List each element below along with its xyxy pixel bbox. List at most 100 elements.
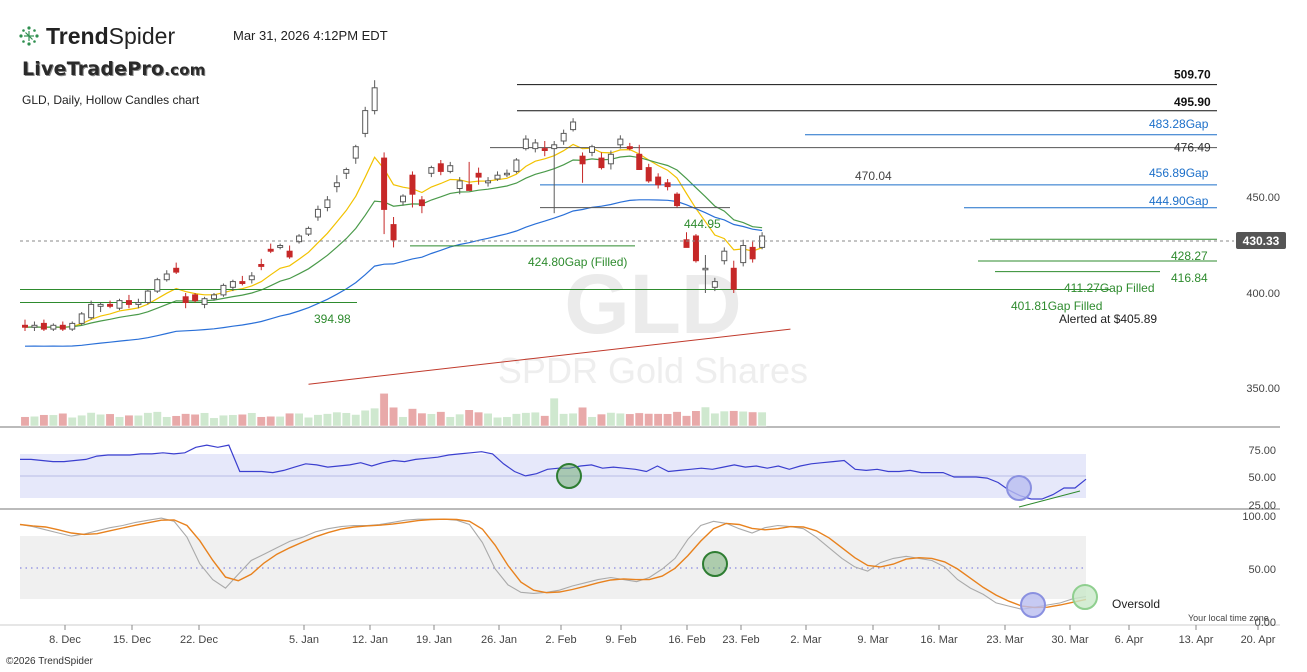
- volume-bar: [266, 416, 276, 427]
- volume-bar: [39, 414, 49, 427]
- stoch-tick-label: 50.00: [1248, 564, 1276, 576]
- volume-bar: [294, 413, 304, 427]
- volume-bar: [115, 416, 124, 427]
- candle-body: [418, 199, 425, 207]
- volume-bar: [474, 411, 484, 427]
- volume-bar: [682, 415, 691, 427]
- chart-title: GLD, Daily, Hollow Candles chart: [22, 93, 200, 107]
- y-tick-label: 400.00: [1246, 288, 1280, 300]
- candle-body: [674, 193, 681, 207]
- level-label: 416.84: [1171, 271, 1208, 285]
- volume-bar: [86, 412, 96, 427]
- candle-body: [730, 267, 737, 290]
- candle-body: [437, 163, 444, 172]
- volume-bar: [370, 407, 380, 427]
- volume-bar: [511, 413, 521, 427]
- rsi-line: [20, 444, 1087, 500]
- volume-bar: [653, 413, 663, 427]
- candle-body: [371, 87, 378, 112]
- candle-body: [749, 246, 756, 260]
- candle-body: [513, 159, 520, 172]
- candle-body: [107, 303, 114, 307]
- candle-body: [428, 167, 435, 174]
- sma-long-line: [308, 328, 791, 385]
- volume-bar: [644, 413, 654, 427]
- volume-bar: [77, 414, 87, 427]
- candle-body: [636, 153, 643, 171]
- candle-body: [626, 146, 633, 150]
- volume-bar: [625, 413, 635, 427]
- volume-bar: [67, 417, 77, 427]
- watermark-name: SPDR Gold Shares: [498, 350, 808, 391]
- volume-bar: [322, 413, 332, 427]
- rsi-signal-circle: [556, 463, 582, 489]
- level-label: 428.27: [1171, 249, 1208, 263]
- stoch-band: [20, 536, 1086, 599]
- rsi-tick-label: 25.00: [1248, 500, 1276, 512]
- candle-body: [173, 267, 180, 273]
- volume-bar: [304, 417, 313, 427]
- rsi-tick-label: 75.00: [1248, 445, 1276, 457]
- candle-body: [570, 121, 577, 131]
- candle-body: [475, 172, 482, 178]
- volume-bar: [190, 414, 200, 427]
- candle-body: [409, 174, 416, 195]
- candle-body: [522, 138, 529, 150]
- candle-body: [447, 165, 454, 172]
- candle-body: [655, 176, 662, 186]
- y-tick-label: 450.00: [1246, 192, 1280, 204]
- candle-body: [333, 182, 340, 188]
- stoch-k-line: [19, 517, 1087, 610]
- current-price-value: 430.33: [1243, 234, 1280, 248]
- x-tick-label: 22. Dec: [180, 634, 218, 646]
- volume-bar: [493, 417, 502, 427]
- volume-bar: [540, 415, 550, 427]
- volume-bar: [483, 413, 493, 427]
- volume-bar: [341, 412, 351, 427]
- volume-bar: [389, 406, 399, 427]
- oversold-annotation: Oversold: [1112, 597, 1160, 611]
- x-tick-label: 30. Mar: [1051, 634, 1089, 646]
- volume-bar: [171, 415, 181, 427]
- volume-bar: [729, 410, 739, 427]
- candle-body: [532, 142, 539, 150]
- candle-body: [343, 169, 350, 174]
- candle-body: [40, 322, 47, 330]
- volume-bar: [219, 414, 228, 427]
- alert-annotation: Alerted at $405.89: [1059, 312, 1157, 326]
- candle-body: [400, 195, 406, 203]
- volume-bar: [672, 411, 682, 427]
- x-tick-label: 26. Jan: [481, 634, 517, 646]
- stoch-tick-label: 100.00: [1242, 511, 1276, 523]
- volume-bar: [634, 412, 644, 427]
- livetradepro-logo: LiveTradePro.com: [22, 58, 206, 80]
- volume-bar: [455, 413, 465, 427]
- candle-body: [324, 199, 331, 208]
- volume-bar: [285, 412, 295, 427]
- trendspider-logo: TrendSpider: [18, 20, 175, 52]
- volume-bar: [237, 414, 247, 427]
- volume-bar: [445, 416, 455, 427]
- candle-body: [59, 324, 66, 330]
- stoch-tick-label: 0.00: [1255, 617, 1276, 629]
- rsi-oversold-circle: [1006, 475, 1032, 501]
- x-tick-label: 6. Apr: [1115, 634, 1144, 646]
- candle-body: [494, 174, 501, 180]
- rsi-tick-label: 50.00: [1248, 472, 1276, 484]
- candle-body: [135, 302, 142, 305]
- candle-body: [541, 148, 548, 152]
- indicators: [19, 444, 1087, 610]
- level-label: 495.90: [1174, 95, 1211, 109]
- volume-bars: [20, 393, 767, 427]
- candle-body: [503, 172, 510, 176]
- x-tick-label: 9. Mar: [857, 634, 889, 646]
- level-label: 509.70: [1174, 68, 1211, 82]
- candle-body: [144, 290, 151, 304]
- candle-body: [305, 227, 312, 235]
- x-tick-label: 2. Feb: [545, 634, 576, 646]
- volume-bar: [700, 406, 710, 427]
- level-label: 444.90Gap: [1149, 194, 1209, 208]
- volume-bar: [143, 412, 153, 427]
